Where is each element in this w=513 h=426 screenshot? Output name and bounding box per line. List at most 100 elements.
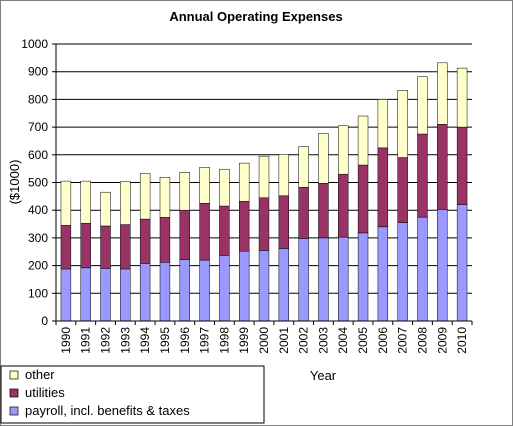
bar-segment — [219, 168, 230, 207]
bar-segment — [120, 268, 131, 322]
x-tick-label: 2010 — [455, 327, 469, 354]
bar-segment — [219, 255, 230, 322]
bar-segment — [159, 217, 171, 263]
y-tick-label: 900 — [28, 65, 48, 79]
chart-title: Annual Operating Expenses — [169, 9, 342, 24]
x-tick-label: 2000 — [257, 327, 271, 354]
y-tick-label: 400 — [28, 203, 48, 217]
bar-segment — [397, 157, 408, 223]
bar-segment — [100, 268, 111, 322]
bar-segment — [338, 173, 349, 238]
bar-segment — [357, 232, 369, 322]
bar-segment — [258, 197, 270, 251]
bar-segment — [100, 225, 111, 269]
bar-segment — [120, 181, 131, 225]
bar-segment — [417, 216, 428, 322]
y-tick-label: 0 — [41, 314, 48, 328]
bar-segment — [456, 126, 468, 205]
bar-segment — [179, 172, 190, 211]
y-tick-labels: 0 100 200 300 400 500 600 700 800 900 1000 — [21, 37, 48, 328]
bar-segment — [100, 191, 111, 227]
x-tick-label: 2002 — [297, 327, 311, 354]
x-tick-label: 2003 — [316, 327, 330, 354]
legend-swatch — [9, 388, 19, 398]
y-axis-label: ($1000) — [7, 160, 22, 205]
bar-segment — [199, 259, 210, 322]
legend-swatch — [9, 370, 19, 380]
bar-segment — [298, 146, 309, 188]
bar-segment — [139, 263, 151, 322]
legend-swatch — [9, 406, 19, 416]
y-tick-label: 500 — [28, 176, 48, 190]
bar-segment — [456, 67, 468, 128]
x-tick-labels: 1990 1991 1992 1993 1994 1995 1996 1997 1998 1999… — [59, 327, 469, 354]
x-tick-label: 2009 — [435, 327, 449, 354]
x-tick-label: 2006 — [376, 327, 390, 354]
x-tick-label: 2005 — [356, 327, 370, 354]
x-tick-label: 2007 — [396, 327, 410, 354]
y-tick-label: 1000 — [21, 37, 48, 51]
bar-segment — [238, 162, 250, 202]
y-tick-label: 800 — [28, 92, 48, 106]
bar-segment — [258, 155, 270, 198]
bar-segment — [338, 125, 349, 175]
bar-segment — [298, 186, 309, 239]
legend-label: utilities — [25, 385, 65, 400]
bar-segment — [278, 195, 290, 249]
bar-segment — [80, 267, 91, 322]
bar-segment — [357, 164, 369, 234]
bar-segment — [238, 250, 250, 322]
bar-segment — [417, 133, 428, 218]
bar-segment — [60, 268, 72, 322]
bar-segment — [417, 76, 428, 135]
bar-segment — [60, 225, 72, 270]
y-tick-label: 600 — [28, 148, 48, 162]
axes — [55, 44, 473, 325]
bar-segment — [238, 201, 250, 252]
bar-segment — [278, 248, 290, 322]
y-tick-label: 700 — [28, 120, 48, 134]
x-tick-label: 1996 — [178, 327, 192, 354]
bar-segment — [397, 222, 408, 322]
bar-segment — [80, 180, 91, 224]
bar-segment — [258, 250, 270, 322]
bar-segment — [199, 167, 210, 204]
legend: other utilities payroll, incl. benefits & … — [0, 365, 265, 424]
bar-segment — [397, 90, 408, 158]
bar-segment — [318, 133, 329, 184]
bar-segment — [199, 203, 210, 261]
bar-segment — [456, 204, 468, 322]
bar-segment — [437, 124, 448, 210]
bar-segment — [159, 262, 171, 322]
bar-segment — [60, 180, 72, 226]
x-tick-label: 1997 — [198, 327, 212, 354]
x-tick-label: 1991 — [79, 327, 93, 354]
bar-segment — [278, 154, 290, 197]
legend-items: other utilities payroll, incl. benefits & … — [9, 367, 190, 418]
bar-segment — [357, 115, 369, 166]
x-tick-label: 2001 — [277, 327, 291, 354]
bar-segment — [377, 99, 389, 149]
bar-segment — [120, 224, 131, 270]
bar-segment — [179, 209, 190, 260]
bar-segment — [159, 176, 171, 218]
y-tick-label: 200 — [28, 259, 48, 273]
bar-segment — [139, 218, 151, 264]
x-tick-label: 1995 — [158, 327, 172, 354]
x-axis-label: Year — [310, 368, 337, 383]
x-tick-label: 2004 — [336, 327, 350, 354]
y-tick-label: 300 — [28, 231, 48, 245]
y-tick-label: 100 — [28, 286, 48, 300]
bar-segment — [219, 205, 230, 256]
x-tick-label: 1993 — [118, 327, 132, 354]
x-tick-label: 1994 — [138, 327, 152, 354]
bar-segment — [338, 236, 349, 322]
bar-segment — [318, 183, 329, 239]
bar-segment — [377, 147, 389, 228]
bar-segment — [139, 173, 151, 220]
bar-segment — [179, 259, 190, 322]
legend-label: payroll, incl. benefits & taxes — [25, 403, 190, 418]
x-tick-label: 2008 — [415, 327, 429, 354]
x-tick-label: 1998 — [217, 327, 231, 354]
bar-segment — [437, 209, 448, 322]
